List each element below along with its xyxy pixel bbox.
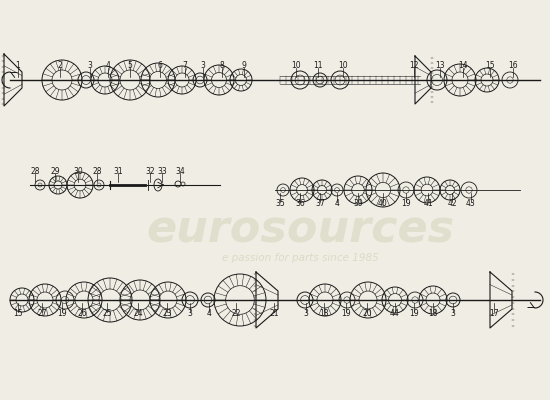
Text: 6: 6 bbox=[157, 62, 162, 70]
Text: 22: 22 bbox=[231, 310, 241, 318]
Text: 10: 10 bbox=[338, 62, 348, 70]
Text: 1: 1 bbox=[15, 62, 20, 70]
Text: 43: 43 bbox=[466, 200, 476, 208]
Text: 39: 39 bbox=[353, 200, 363, 208]
Text: 19: 19 bbox=[409, 310, 419, 318]
Text: 21: 21 bbox=[270, 310, 279, 318]
Text: 9: 9 bbox=[241, 62, 246, 70]
Text: 37: 37 bbox=[315, 200, 325, 208]
Text: 28: 28 bbox=[30, 166, 40, 176]
Text: e passion for parts since 1985: e passion for parts since 1985 bbox=[222, 253, 378, 263]
Text: 40: 40 bbox=[378, 200, 388, 208]
Text: 3: 3 bbox=[304, 310, 309, 318]
Text: 7: 7 bbox=[183, 62, 188, 70]
Text: 25: 25 bbox=[102, 310, 112, 318]
Text: 35: 35 bbox=[275, 200, 285, 208]
Text: 13: 13 bbox=[435, 62, 445, 70]
Text: 14: 14 bbox=[458, 62, 468, 70]
Text: 4: 4 bbox=[334, 200, 339, 208]
Text: 19: 19 bbox=[341, 310, 351, 318]
Text: 30: 30 bbox=[73, 166, 83, 176]
Text: 32: 32 bbox=[145, 166, 155, 176]
Text: 17: 17 bbox=[489, 310, 499, 318]
Text: 36: 36 bbox=[295, 200, 305, 208]
Text: 4: 4 bbox=[106, 62, 111, 70]
Text: 3: 3 bbox=[188, 310, 192, 318]
Text: 26: 26 bbox=[77, 310, 87, 318]
Text: 19: 19 bbox=[401, 200, 411, 208]
Text: 23: 23 bbox=[162, 310, 172, 318]
Text: 5: 5 bbox=[128, 62, 133, 70]
Text: 19: 19 bbox=[57, 310, 67, 318]
Text: 3: 3 bbox=[450, 310, 455, 318]
Text: 31: 31 bbox=[113, 166, 123, 176]
Text: 4: 4 bbox=[207, 310, 211, 318]
Text: 41: 41 bbox=[423, 200, 433, 208]
Text: 29: 29 bbox=[50, 166, 60, 176]
Text: 3: 3 bbox=[87, 62, 92, 70]
Text: 28: 28 bbox=[92, 166, 102, 176]
Text: 33: 33 bbox=[157, 166, 167, 176]
Text: 3: 3 bbox=[201, 62, 206, 70]
Text: 10: 10 bbox=[291, 62, 301, 70]
Text: 20: 20 bbox=[362, 310, 372, 318]
Text: 16: 16 bbox=[508, 62, 518, 70]
Text: 15: 15 bbox=[13, 310, 23, 318]
Text: eurosources: eurosources bbox=[146, 208, 454, 252]
Text: 27: 27 bbox=[37, 310, 47, 318]
Text: 12: 12 bbox=[409, 62, 419, 70]
Text: 42: 42 bbox=[447, 200, 457, 208]
Text: 11: 11 bbox=[314, 62, 323, 70]
Text: 2: 2 bbox=[58, 62, 62, 70]
Text: 34: 34 bbox=[175, 166, 185, 176]
Text: 24: 24 bbox=[133, 310, 143, 318]
Text: 18: 18 bbox=[428, 310, 438, 318]
Text: 18: 18 bbox=[319, 310, 329, 318]
Text: 15: 15 bbox=[485, 62, 495, 70]
Text: 8: 8 bbox=[219, 62, 224, 70]
Text: 44: 44 bbox=[390, 310, 400, 318]
